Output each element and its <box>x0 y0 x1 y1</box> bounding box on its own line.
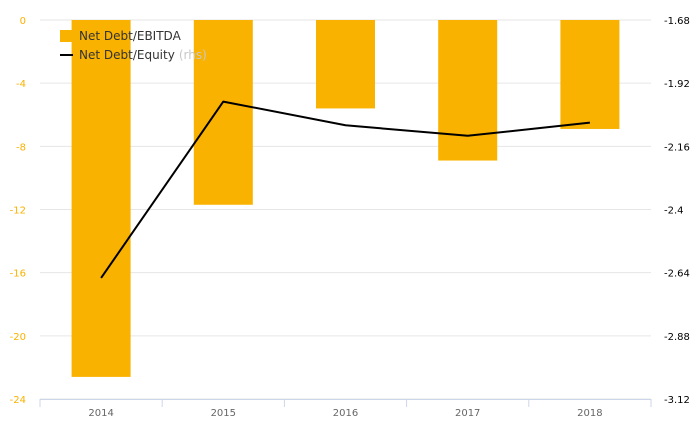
y-left-tick-label: -8 <box>16 142 26 153</box>
bar <box>316 20 375 109</box>
y-left-tick-label: -24 <box>10 395 26 406</box>
y-right-tick-label: -2.16 <box>664 142 690 153</box>
y-left-tick-label: -4 <box>16 79 26 90</box>
x-tick-label: 2015 <box>211 408 236 419</box>
bar <box>71 20 131 377</box>
bar <box>193 20 253 205</box>
y-right-tick-label: -2.4 <box>664 206 684 217</box>
y-right-tick-label: -2.64 <box>664 269 690 280</box>
y-left-tick-label: 0 <box>20 16 26 27</box>
legend-item-ebitda[interactable]: Net Debt/EBITDA <box>60 26 207 45</box>
line-series <box>100 100 591 279</box>
legend-label-ebitda: Net Debt/EBITDA <box>79 28 181 43</box>
y-axis-right: -1.68 -1.92 -2.16 -2.4 -2.64 -2.88 -3.12 <box>664 16 690 406</box>
x-tick-label: 2016 <box>333 408 358 419</box>
y-left-tick-label: -16 <box>10 269 26 280</box>
x-tick-label: 2014 <box>88 408 113 419</box>
bar <box>560 20 620 129</box>
line-path <box>100 100 591 279</box>
y-left-tick-label: -12 <box>10 206 26 217</box>
legend-swatch-line <box>60 53 73 56</box>
legend-swatch-bar <box>60 29 73 42</box>
y-right-tick-label: -1.68 <box>664 16 690 27</box>
bar-series <box>71 20 620 377</box>
x-axis: 2014 2015 2016 2017 2018 <box>39 399 652 419</box>
x-tick-label: 2018 <box>577 408 602 419</box>
y-right-tick-label: -2.88 <box>664 332 690 343</box>
y-axis-left: 0 -4 -8 -12 -16 -20 -24 <box>10 16 26 406</box>
y-left-tick-label: -20 <box>10 332 26 343</box>
legend-label-equity: Net Debt/Equity <box>79 47 175 62</box>
legend-suffix-rhs: (rhs) <box>178 47 207 62</box>
legend: Net Debt/EBITDA Net Debt/Equity (rhs) <box>60 26 207 64</box>
legend-item-equity[interactable]: Net Debt/Equity (rhs) <box>60 45 207 64</box>
x-tick-label: 2017 <box>455 408 480 419</box>
y-right-tick-label: -1.92 <box>664 79 690 90</box>
bar <box>438 20 498 161</box>
y-right-tick-label: -3.12 <box>664 395 690 406</box>
